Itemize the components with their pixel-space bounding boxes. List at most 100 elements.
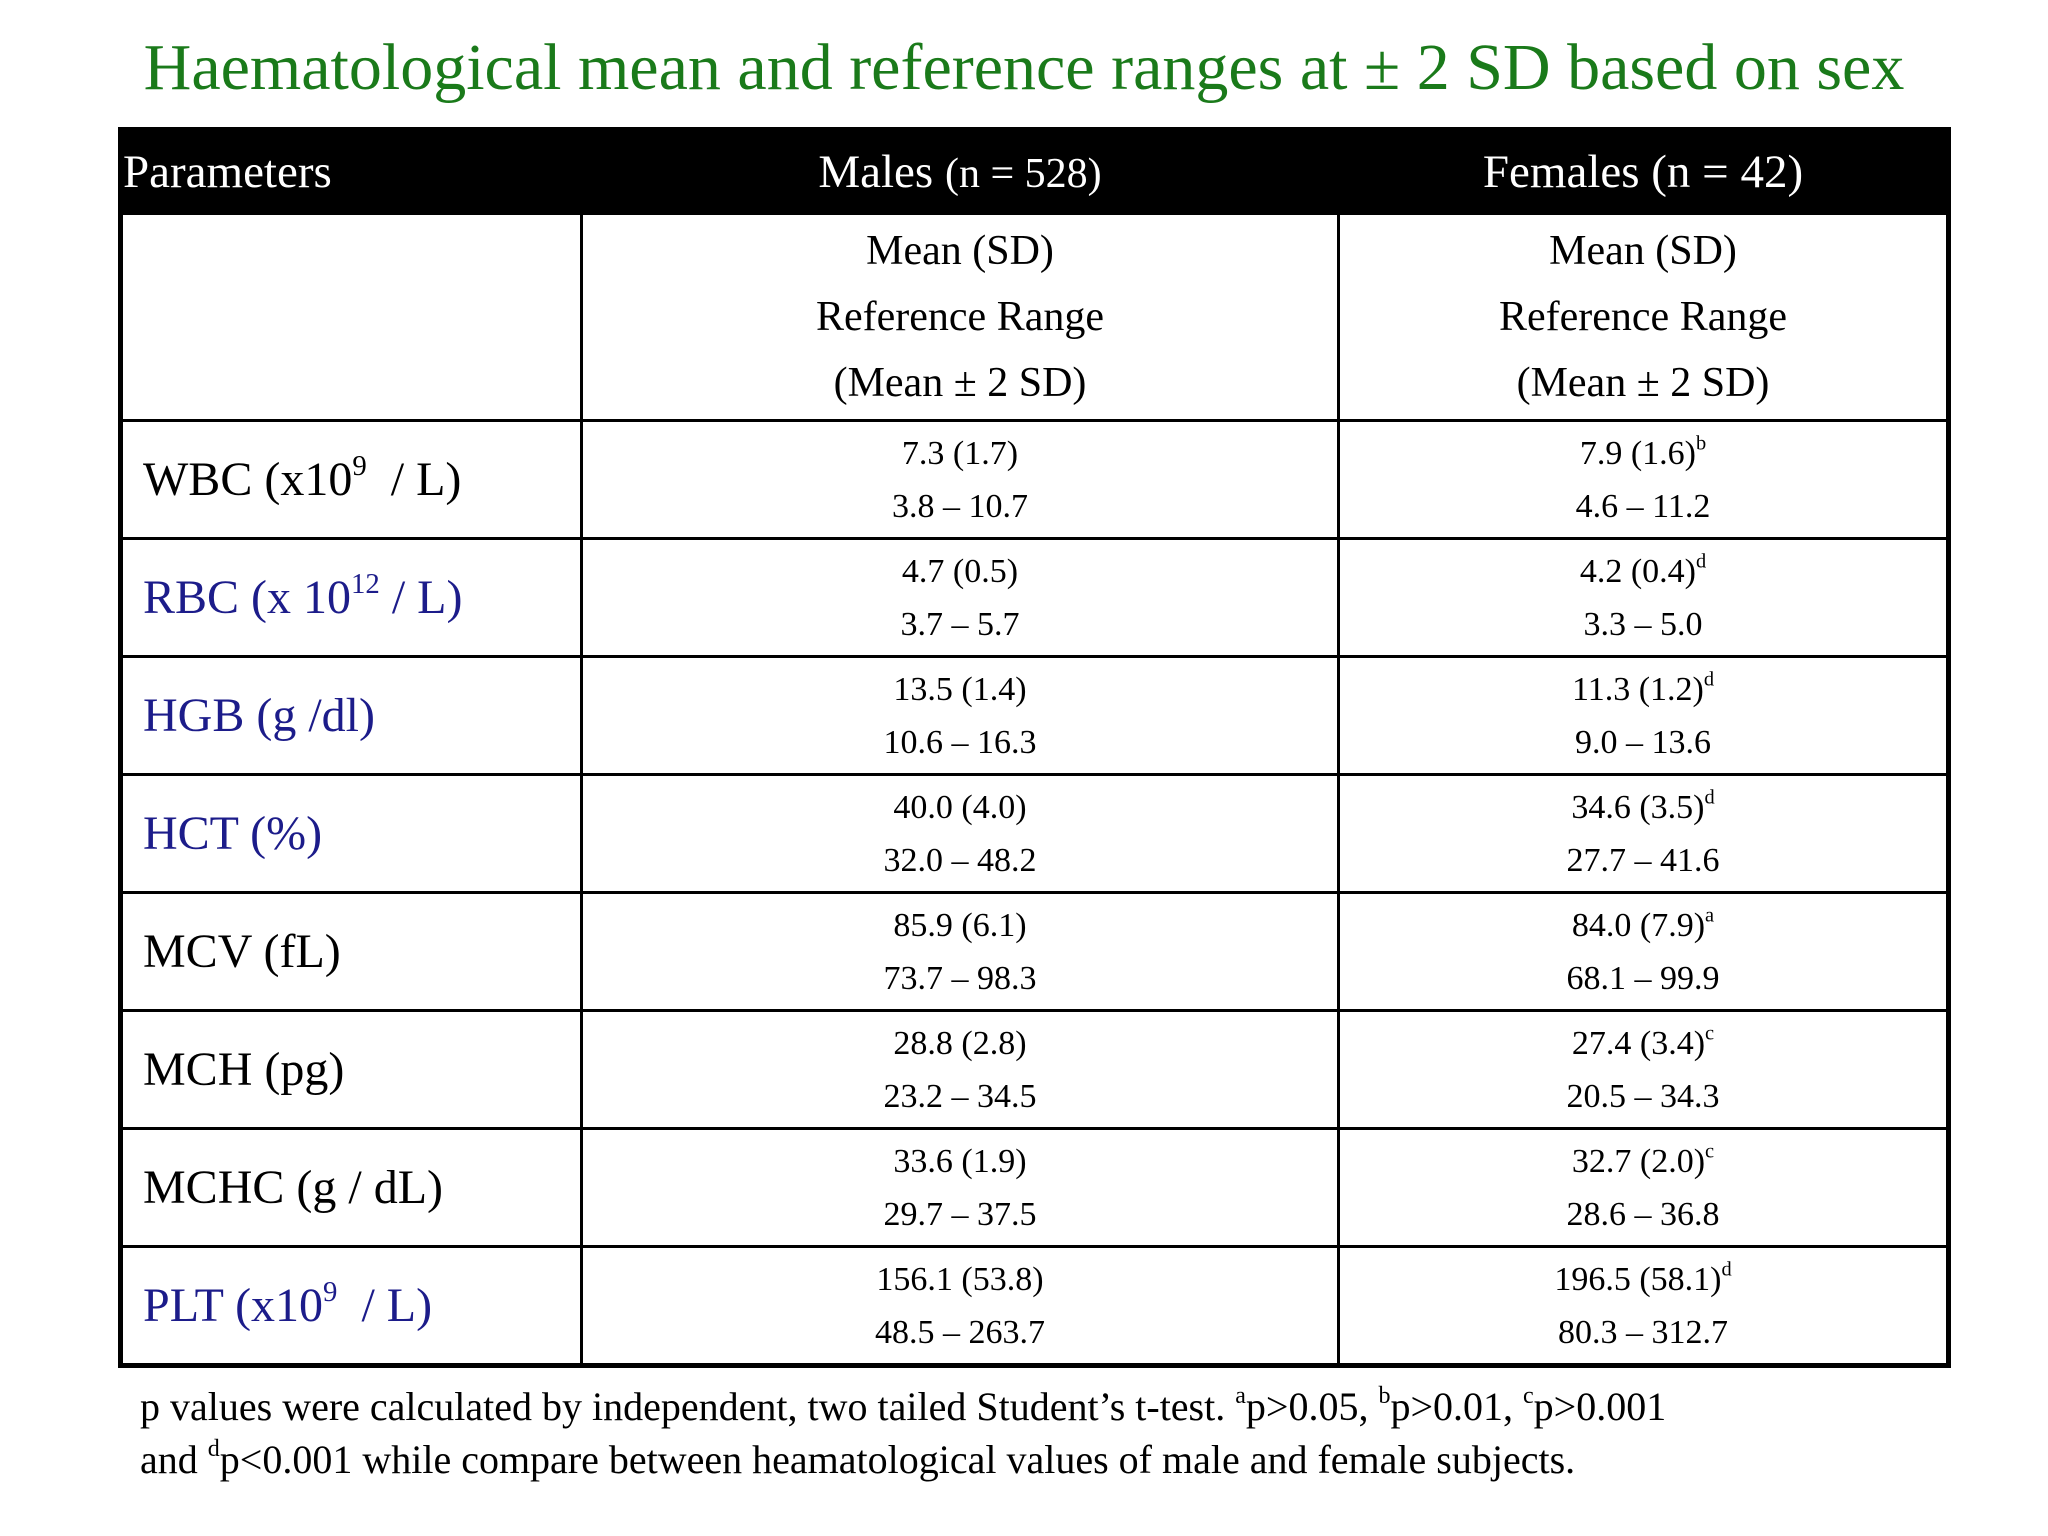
- superscript: c: [1523, 1383, 1534, 1410]
- reference-range: 20.5 – 34.3: [1566, 1077, 1720, 1115]
- value-cell: 28.8 (2.8) 23.2 – 34.5: [580, 1009, 1340, 1130]
- superscript: b: [1378, 1383, 1391, 1410]
- parameter-cell: MCH (pg): [119, 1009, 583, 1130]
- reference-range: 3.7 – 5.7: [900, 605, 1020, 643]
- value-cell: 4.7 (0.5) 3.7 – 5.7: [580, 537, 1340, 658]
- mean-sd: 4.2 (0.4): [1579, 552, 1696, 590]
- data-row: HCT (%) 40.0 (4.0) 32.0 – 48.2 34.6 (3.5)d 2…: [119, 773, 1950, 894]
- data-row: MCV (fL) 85.9 (6.1) 73.7 – 98.3 84.0 (7.9)a…: [119, 891, 1950, 1012]
- value-cell: 156.1 (53.8) 48.5 – 263.7: [580, 1245, 1340, 1367]
- value-cell: 40.0 (4.0) 32.0 – 48.2: [580, 773, 1340, 894]
- text: / L): [379, 571, 463, 624]
- parameter-cell: WBC (x109 / L): [119, 419, 583, 540]
- mean-sd: 156.1 (53.8): [876, 1260, 1044, 1298]
- value-cell: 4.2 (0.4)d 3.3 – 5.0: [1337, 537, 1950, 658]
- subheader-cell: Mean (SD) Reference Range (Mean ± 2 SD): [1337, 212, 1950, 422]
- data-row: WBC (x109 / L) 7.3 (1.7) 3.8 – 10.7 7.9 (1.…: [119, 419, 1950, 540]
- text: p>0.001: [1533, 1384, 1667, 1429]
- mean-sd: 84.0 (7.9): [1571, 906, 1706, 944]
- reference-range: 29.7 – 37.5: [883, 1195, 1037, 1233]
- subheader-cell: Mean (SD) Reference Range (Mean ± 2 SD): [580, 212, 1340, 422]
- mean-sd: 11.3 (1.2): [1571, 670, 1704, 708]
- text: HGB (g /dl): [143, 689, 375, 742]
- reference-range: 23.2 – 34.5: [883, 1077, 1037, 1115]
- text: / L): [337, 1279, 433, 1332]
- mean-sd: 34.6 (3.5): [1571, 788, 1705, 826]
- mean-line: 33.6 (1.9): [583, 1135, 1337, 1188]
- significance: b: [1695, 432, 1707, 455]
- mean-line: 32.7 (2.0)c: [1340, 1135, 1946, 1188]
- mean-sd: 28.8 (2.8): [893, 1024, 1027, 1062]
- parameter-cell: MCHC (g / dL): [119, 1127, 583, 1248]
- data-row: MCHC (g / dL) 33.6 (1.9) 29.7 – 37.5 32.7 (…: [119, 1127, 1950, 1248]
- value-cell: 34.6 (3.5)d 27.7 – 41.6: [1337, 773, 1950, 894]
- mean-line: 156.1 (53.8): [583, 1253, 1337, 1306]
- subheader-line: Reference Range: [816, 294, 1104, 340]
- mean-sd: 27.4 (3.4): [1571, 1024, 1706, 1062]
- mean-sd: 196.5 (58.1): [1554, 1260, 1722, 1298]
- value-cell: 84.0 (7.9)a 68.1 – 99.9: [1337, 891, 1950, 1012]
- text: MCH (pg): [143, 1043, 345, 1096]
- header-cell: Females (n = 42): [1337, 128, 1950, 215]
- mean-line: 11.3 (1.2)d: [1340, 663, 1946, 716]
- header-text: (n = 528): [944, 151, 1102, 197]
- mean-line: 7.3 (1.7): [583, 427, 1337, 480]
- text: PLT (x10: [143, 1279, 324, 1332]
- mean-sd: 40.0 (4.0): [893, 788, 1027, 826]
- mean-line: 84.0 (7.9)a: [1340, 899, 1946, 952]
- mean-line: 27.4 (3.4)c: [1340, 1017, 1946, 1070]
- header-cell: Males (n = 528): [580, 128, 1340, 215]
- mean-line: 34.6 (3.5)d: [1340, 781, 1946, 834]
- value-cell: 32.7 (2.0)c 28.6 – 36.8: [1337, 1127, 1950, 1248]
- mean-line: 4.2 (0.4)d: [1340, 545, 1946, 598]
- data-row: RBC (x 1012 / L) 4.7 (0.5) 3.7 – 5.7 4.2 (0…: [119, 537, 1950, 658]
- footnote-line: and dp<0.001 while compare between heama…: [140, 1433, 1666, 1486]
- text: and: [140, 1437, 208, 1482]
- mean-sd: 7.3 (1.7): [901, 434, 1019, 472]
- mean-sd: 4.7 (0.5): [901, 552, 1019, 590]
- text: MCV (fL): [143, 925, 341, 978]
- subheader-line: Mean (SD): [1549, 228, 1737, 274]
- mean-line: 28.8 (2.8): [583, 1017, 1337, 1070]
- text: HCT (%): [143, 807, 323, 860]
- table: Parameters Males (n = 528) Females (n = …: [118, 127, 1951, 1368]
- text: p values were calculated by independent,…: [140, 1384, 1236, 1429]
- footnote-line: p values were calculated by independent,…: [140, 1380, 1666, 1433]
- value-cell: 7.3 (1.7) 3.8 – 10.7: [580, 419, 1340, 540]
- text: MCHC (g / dL): [143, 1161, 443, 1214]
- text: p<0.001 while compare between heamatolog…: [219, 1437, 1576, 1482]
- header-text: Females (n = 42): [1482, 146, 1804, 198]
- value-cell: 7.9 (1.6)b 4.6 – 11.2: [1337, 419, 1950, 540]
- parameter-cell: MCV (fL): [119, 891, 583, 1012]
- mean-line: 7.9 (1.6)b: [1340, 427, 1946, 480]
- superscript: 9: [352, 449, 367, 482]
- significance: d: [1704, 786, 1715, 809]
- reference-range: 27.7 – 41.6: [1566, 841, 1720, 879]
- significance: a: [1705, 904, 1715, 927]
- value-cell: 13.5 (1.4) 10.6 – 16.3: [580, 655, 1340, 776]
- mean-line: 40.0 (4.0): [583, 781, 1337, 834]
- mean-sd: 85.9 (6.1): [893, 906, 1027, 944]
- header-text: Males: [818, 146, 934, 198]
- superscript: a: [1235, 1383, 1246, 1410]
- significance: d: [1703, 668, 1715, 691]
- text: p>0.01,: [1390, 1384, 1524, 1429]
- reference-range: 28.6 – 36.8: [1566, 1195, 1720, 1233]
- reference-range: 10.6 – 16.3: [883, 723, 1037, 761]
- header-cell: Parameters: [119, 128, 583, 215]
- title: Haematological mean and reference ranges…: [143, 31, 1905, 104]
- text: / L): [366, 453, 462, 506]
- empty-cell: [119, 212, 583, 422]
- subheader-row: Mean (SD) Reference Range (Mean ± 2 SD) Me…: [119, 212, 1950, 422]
- subheader-line: Mean (SD): [866, 228, 1054, 274]
- reference-range: 68.1 – 99.9: [1566, 959, 1720, 997]
- parameter-cell: HGB (g /dl): [119, 655, 583, 776]
- significance: d: [1695, 550, 1707, 573]
- mean-sd: 13.5 (1.4): [893, 670, 1027, 708]
- subheader-line: (Mean ± 2 SD): [833, 360, 1087, 406]
- reference-range: 3.8 – 10.7: [892, 487, 1028, 525]
- mean-sd: 32.7 (2.0): [1571, 1142, 1706, 1180]
- mean-line: 13.5 (1.4): [583, 663, 1337, 716]
- subheader-line: Reference Range: [1499, 294, 1787, 340]
